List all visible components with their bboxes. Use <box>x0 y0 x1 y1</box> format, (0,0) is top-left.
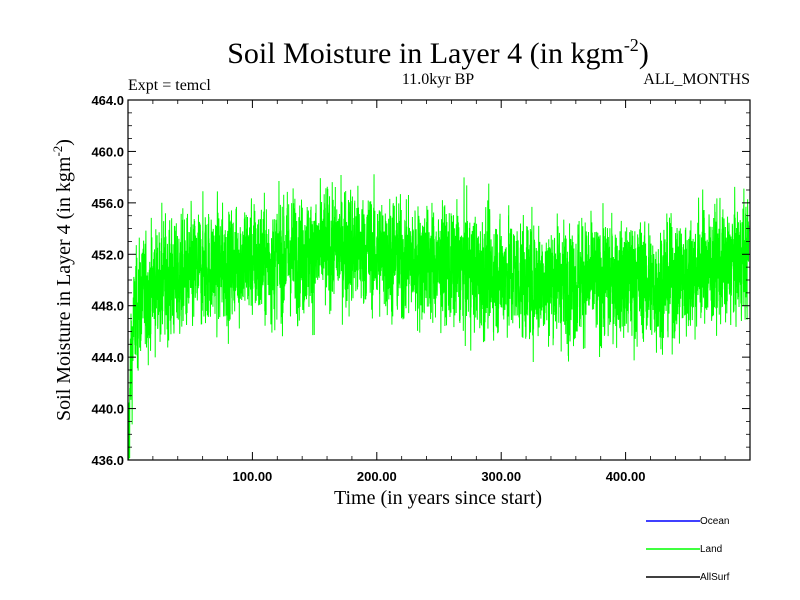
series-land-line <box>127 174 750 460</box>
months-label: ALL_MONTHS <box>643 71 750 88</box>
legend-label-land: Land <box>700 544 722 555</box>
y-axis-label-superscript: -2 <box>50 146 65 157</box>
y-tick-label: 440.0 <box>91 402 124 417</box>
y-axis-label-close: ) <box>53 139 75 146</box>
y-axis-label: Soil Moisture in Layer 4 (in kgm-2) <box>50 139 75 421</box>
y-tick-label: 460.0 <box>91 144 124 159</box>
x-tick-label: 100.00 <box>233 469 273 484</box>
period-label: 11.0kyr BP <box>402 71 474 88</box>
chart-title: Soil Moisture in Layer 4 (in kgm-2) <box>227 35 649 70</box>
chart-title-close: ) <box>639 37 649 70</box>
x-tick-label: 300.00 <box>481 469 521 484</box>
x-axis-label: Time (in years since start) <box>334 487 542 509</box>
y-tick-label: 456.0 <box>91 196 124 211</box>
experiment-label: Expt = temcl <box>128 77 211 94</box>
x-tick-label: 400.00 <box>606 469 646 484</box>
chart-title-superscript: -2 <box>624 35 639 55</box>
y-tick-label: 448.0 <box>91 299 124 314</box>
y-tick-label: 436.0 <box>91 453 124 468</box>
legend: Ocean Land AllSurf <box>646 516 730 583</box>
y-axis: 436.0 440.0 444.0 448.0 452.0 456.0 460.0 464.0 <box>91 93 750 468</box>
plot-area <box>127 174 750 460</box>
legend-label-ocean: Ocean <box>700 516 729 527</box>
legend-label-allsurf: AllSurf <box>700 572 730 583</box>
x-axis: 100.00 200.00 300.00 400.00 <box>152 100 726 484</box>
y-tick-label: 444.0 <box>91 350 124 365</box>
y-tick-label: 464.0 <box>91 93 124 108</box>
x-tick-label: 200.00 <box>357 469 397 484</box>
y-tick-label: 452.0 <box>91 247 124 262</box>
